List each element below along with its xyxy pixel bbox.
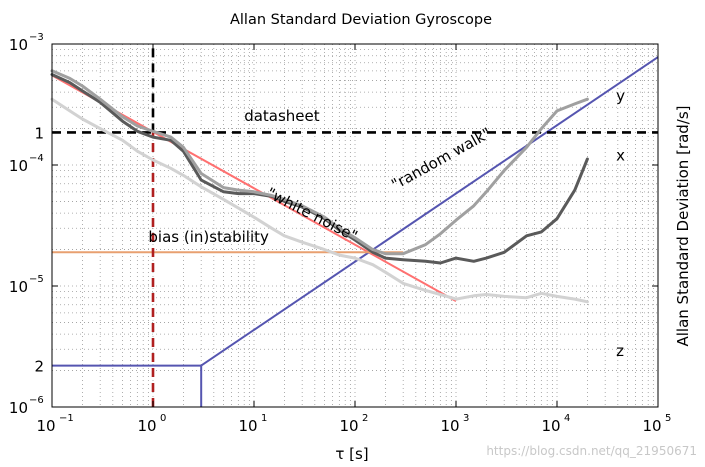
y-tick-exponent: −6 (29, 395, 44, 406)
x-tick-label: 10 (36, 417, 55, 435)
y-tick-label: 10 (9, 399, 28, 417)
y-marker-label: 1 (34, 124, 44, 142)
axis-ticks: 10 −1 10 0 10 1 10 2 10 3 10 4 10 510 −610 −510 −410 −312 (9, 32, 671, 435)
watermark: https://blog.csdn.net/qq_21950671 (486, 444, 697, 458)
x-tick-label: 10 (541, 417, 560, 435)
x-tick-label: 10 (137, 417, 156, 435)
x-axis-label: τ [s] (335, 445, 368, 463)
series-label-y: y (616, 87, 625, 105)
annotation-label: bias (in)stability (148, 228, 269, 246)
series-line-z (50, 97, 589, 304)
series-line-y (50, 69, 589, 256)
series-label-x: x (616, 146, 625, 164)
x-tick-exponent: 5 (665, 413, 671, 424)
y-tick-exponent: −5 (29, 274, 44, 285)
chart-title: Allan Standard Deviation Gyroscope (230, 12, 492, 28)
y-tick-exponent: −3 (29, 32, 44, 43)
y-marker-label: 2 (34, 358, 44, 376)
x-tick-exponent: −1 (59, 413, 74, 424)
y-axis-label: Allan Standard Deviation [rad/s] (674, 105, 692, 346)
annotation-label: datasheet (244, 107, 320, 125)
x-tick-exponent: 1 (261, 413, 267, 424)
ref-line-random-walk (200, 56, 659, 367)
x-tick-label: 10 (238, 417, 257, 435)
x-tick-exponent: 2 (362, 413, 368, 424)
x-tick-label: 10 (642, 417, 661, 435)
y-tick-label: 10 (9, 157, 28, 175)
x-tick-exponent: 4 (564, 413, 570, 424)
y-tick-label: 10 (9, 278, 28, 296)
y-tick-label: 10 (9, 36, 28, 54)
series-label-z: z (616, 342, 624, 360)
x-tick-exponent: 3 (463, 413, 469, 424)
x-tick-label: 10 (440, 417, 459, 435)
data-series (50, 69, 589, 304)
x-tick-exponent: 0 (160, 413, 166, 424)
x-tick-label: 10 (339, 417, 358, 435)
y-tick-exponent: −4 (29, 153, 44, 164)
